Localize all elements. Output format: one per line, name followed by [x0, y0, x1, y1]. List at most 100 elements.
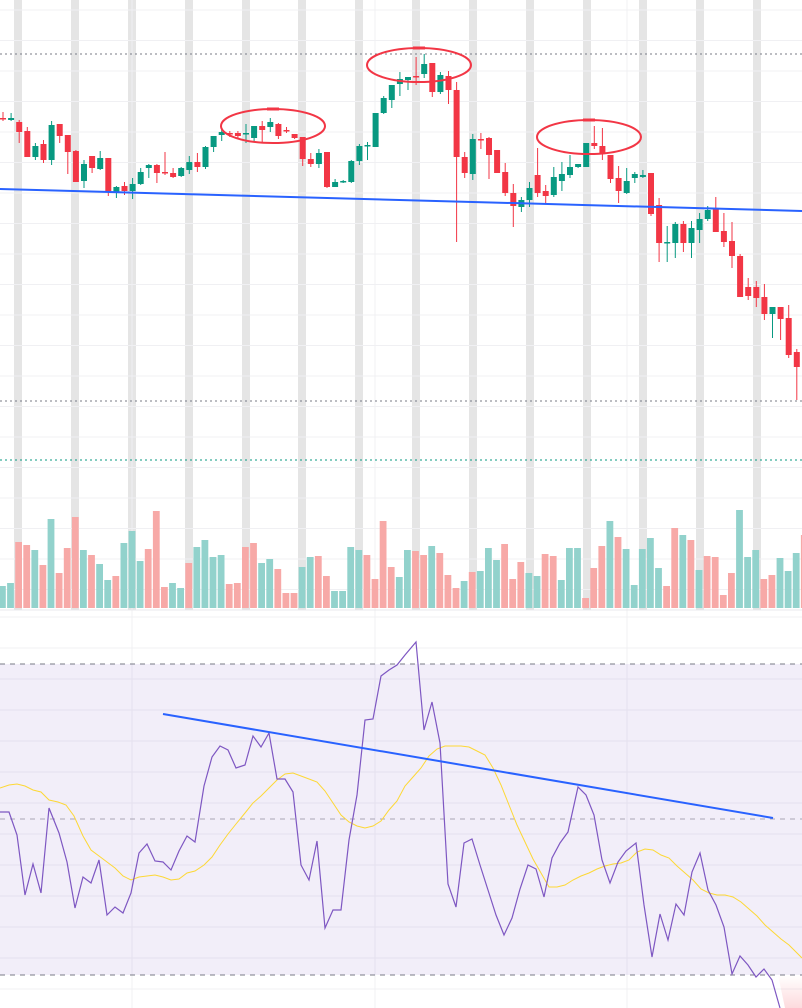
candle-body: [469, 139, 476, 174]
volume-histogram: [0, 510, 802, 608]
volume-bar: [314, 556, 322, 608]
candle-up: [696, 213, 703, 243]
candle-body: [170, 173, 177, 177]
session-band: [355, 0, 363, 610]
candle-body: [48, 125, 55, 160]
candle-down: [40, 140, 47, 163]
candle-down: [153, 164, 160, 183]
volume-bar: [23, 545, 31, 608]
candle-body: [16, 122, 23, 132]
rsi-divergence-trendline[interactable]: [162, 713, 774, 819]
candle-down: [299, 137, 306, 166]
candle-up: [32, 143, 39, 160]
candle-body: [558, 174, 565, 181]
candle-body: [437, 75, 444, 92]
candle-body: [251, 126, 258, 138]
candle-down: [24, 127, 31, 157]
candle-body: [8, 118, 15, 120]
volume-bar: [152, 511, 160, 608]
price-annotations[interactable]: [0, 46, 802, 212]
candle-body: [550, 177, 557, 195]
candle-up: [583, 143, 590, 167]
volume-bar: [96, 564, 103, 608]
volume-bar: [444, 575, 452, 608]
volume-bar: [476, 571, 484, 608]
rsi-panel: [0, 640, 802, 1008]
candle-body: [575, 164, 582, 167]
volume-bar: [768, 575, 776, 608]
volume-bar: [395, 577, 403, 608]
candle-body: [129, 184, 136, 191]
volume-bar: [7, 583, 14, 608]
candle-body: [461, 157, 468, 173]
volume-bar: [104, 580, 112, 608]
candle-body: [64, 135, 71, 152]
volume-bar: [363, 555, 371, 608]
volume-bar: [541, 554, 549, 608]
candle-down: [170, 168, 177, 178]
candle-body: [153, 165, 160, 173]
volume-bar: [711, 557, 719, 608]
volume-bar: [136, 561, 144, 608]
neckline-trendline[interactable]: [0, 188, 802, 212]
ellipse-handle[interactable]: [413, 46, 425, 50]
volume-bar: [201, 540, 209, 608]
candle-up: [202, 146, 209, 169]
volume-bar: [695, 570, 703, 608]
volume-bar: [501, 544, 508, 608]
candle-up: [340, 180, 347, 183]
candle-body: [583, 143, 590, 167]
candle-body: [105, 158, 112, 191]
volume-bar: [736, 510, 743, 608]
candle-up: [769, 307, 776, 338]
volume-bar: [792, 553, 800, 608]
candle-down: [591, 126, 598, 149]
candle-body: [121, 186, 128, 191]
candle-down: [445, 71, 452, 104]
volume-bar: [15, 542, 22, 608]
candle-body: [777, 307, 784, 319]
candle-body: [656, 205, 663, 243]
volume-bar: [744, 557, 751, 608]
candle-down: [429, 63, 436, 97]
candle-body: [542, 191, 549, 196]
volume-bar: [379, 521, 387, 608]
candle-body: [226, 133, 233, 135]
candle-up: [129, 178, 136, 199]
volume-bar: [719, 595, 727, 608]
volume-bar: [606, 521, 614, 608]
volume-bar: [274, 569, 282, 608]
candle-body: [712, 208, 719, 232]
volume-bar: [169, 583, 176, 608]
candle-body: [234, 133, 241, 136]
volume-bar: [655, 568, 662, 608]
candle-body: [283, 130, 290, 132]
candle-up: [267, 118, 274, 132]
candle-up: [567, 155, 573, 178]
candle-up: [81, 160, 87, 188]
candle-up: [178, 167, 185, 177]
candle-down: [259, 121, 266, 142]
ellipse-handle[interactable]: [583, 118, 595, 122]
candle-down: [510, 184, 517, 227]
candle-body: [405, 77, 411, 80]
candle-body: [332, 182, 339, 187]
volume-bar: [80, 550, 87, 608]
volume-bar: [298, 567, 306, 608]
candle-up: [348, 160, 355, 183]
candle-down: [494, 150, 501, 173]
candle-body: [267, 122, 274, 127]
volume-bar: [412, 551, 419, 608]
candle-body: [218, 132, 225, 135]
volume-bar: [687, 540, 695, 608]
candle-up: [210, 136, 217, 152]
candle-down: [680, 221, 687, 252]
candle-up: [631, 172, 638, 183]
candle-down: [599, 128, 606, 160]
candle-down: [793, 349, 800, 400]
candle-body: [324, 152, 330, 187]
ellipse-handle[interactable]: [267, 107, 279, 111]
session-band: [469, 0, 477, 610]
